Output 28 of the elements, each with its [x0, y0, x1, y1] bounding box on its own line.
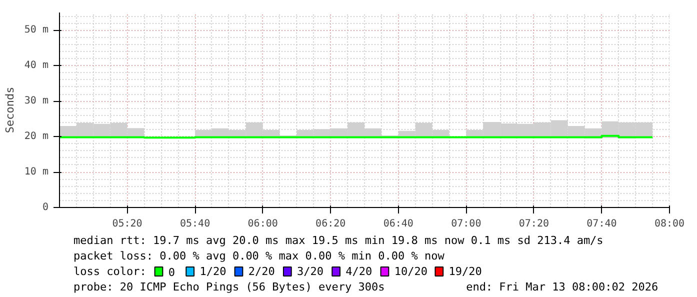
- x-tick-label: 07:20: [518, 218, 550, 230]
- legend-label: 0: [168, 266, 175, 279]
- y-tick-label: 50 m: [24, 24, 49, 36]
- text: probe: 20 ICMP Echo Pings (56 Bytes) every 300s: [74, 280, 385, 294]
- x-tick-label: 05:40: [180, 218, 210, 230]
- legend-label: 4/20: [346, 265, 372, 278]
- legend-label: 3/20: [297, 265, 324, 278]
- legend-label: 10/20: [394, 265, 428, 278]
- x-tick-label: 05:20: [112, 218, 142, 230]
- x-tick-label: 06:40: [383, 218, 414, 230]
- y-tick-label: 20 m: [24, 131, 49, 142]
- legend-label: 2/20: [248, 265, 275, 278]
- text: median rtt: 19.7 ms avg 20.0 ms max 19.5 ms min 19.8 ms now 0.1 ms sd 213.4 am/s: [74, 234, 604, 247]
- text: end: Fri Mar 13 08:00:02 2026: [466, 280, 658, 294]
- y-tick-label: 40 m: [24, 60, 49, 72]
- y-tick-label: 0: [42, 202, 49, 213]
- x-tick-label: 06:00: [248, 218, 278, 230]
- x-tick-label: 06:20: [316, 218, 346, 230]
- y-tick-label: 30 m: [24, 96, 49, 107]
- legend-label: 19/20: [448, 265, 482, 278]
- x-tick-label: 07:40: [586, 218, 617, 230]
- y-tick-label: 10 m: [24, 166, 49, 178]
- x-tick-label: 08:00: [654, 218, 685, 230]
- x-tick-label: 07:00: [451, 218, 482, 230]
- legend-label: 1/20: [200, 265, 226, 278]
- y-axis-title: Seconds: [3, 86, 16, 134]
- text: packet loss: 0.00 % avg 0.00 % max 0.00 % min 0.00 % now: [74, 250, 445, 262]
- legend-title: loss color:: [74, 265, 146, 278]
